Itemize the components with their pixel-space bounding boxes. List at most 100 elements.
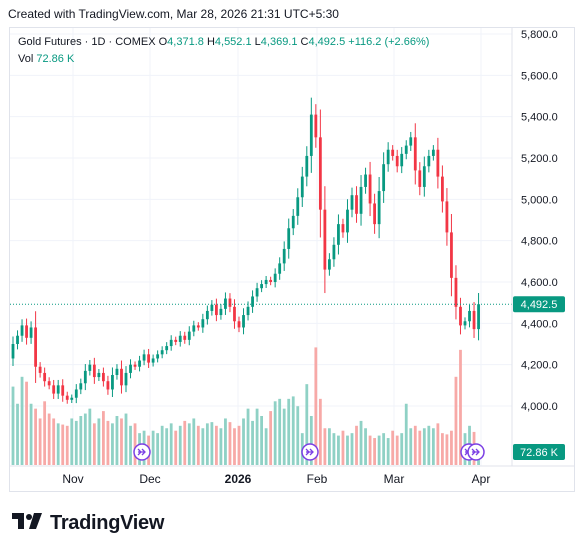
candle-body [450,232,453,278]
x-tick-label: Nov [62,472,83,486]
volume-bar [395,435,399,465]
chart-frame [9,27,575,492]
volume-bar [305,384,309,465]
legend: Gold Futures · 1D · COMEX O4,371.8 H4,55… [18,34,429,68]
y-tick-label: 5,400.0 [521,112,558,124]
candle-body [413,137,417,171]
candle-body [111,375,114,390]
volume-bar [88,408,92,465]
dividend-arrow-icon[interactable] [301,443,319,461]
candle-body [151,358,155,363]
volume-bar [332,433,336,465]
volume-bar [106,420,110,465]
volume-bar [445,434,449,465]
candle-body [52,385,56,394]
tradingview-logo-icon [12,513,44,534]
candle-body [386,149,390,165]
dividend-arrow-icon[interactable] [133,443,151,461]
open-label: O [158,36,168,48]
candle-body [368,174,372,204]
candle-body [56,385,60,394]
candle-body [124,372,128,386]
change-value: +116.2 (+2.66%) [348,36,430,48]
volume-bar [309,416,313,465]
volume-bar [133,423,137,465]
candle-body [142,354,146,361]
candle-body [133,364,137,367]
created-with-caption: Created with TradingView.com, Mar 28, 20… [8,7,339,21]
candle-body [318,137,322,210]
candle-body [278,263,282,274]
candle-body [215,304,218,316]
y-tick-label: 5,800.0 [521,29,558,41]
volume-bar [165,428,169,465]
candle-body [314,114,318,138]
candle-body [70,397,74,400]
candle-body [237,321,241,328]
dividend-arrow-icon[interactable] [467,443,485,461]
grid [10,28,512,466]
volume-bar [79,416,83,465]
candle-body [454,277,458,307]
price-axis[interactable]: 5,800.0 5,600.0 5,400.0 5,200.0 5,000.0 4,800… [10,28,575,467]
symbol-label[interactable]: Gold Futures · 1D · COMEX [18,36,156,48]
candle-body [359,186,363,214]
volume-bar [409,428,413,465]
price-badge-text: 4,492.5 [521,299,558,311]
volume-bar [228,422,232,465]
volume-bar [391,430,395,465]
volume-bar [436,423,440,465]
volume-bar [129,425,132,465]
candle-body [395,155,399,167]
volume-bar [359,420,363,465]
volume-bar [314,347,318,465]
volume-bar [16,403,19,465]
candle-body [242,315,245,328]
candle-body [251,296,254,307]
volume-bar [219,428,223,465]
candle-body [463,321,467,326]
volume-bar [61,424,65,465]
volume-bar [355,425,358,465]
volume-bar [386,438,390,465]
y-tick-label: 5,600.0 [521,70,558,82]
volume-bar [291,396,295,465]
price-chart[interactable]: 5,800.0 5,600.0 5,400.0 5,200.0 5,000.0 4,800… [0,0,582,500]
candle-body [472,310,476,330]
x-tick-label: Feb [307,472,328,486]
candle-body [323,209,327,270]
volume-bar [115,416,119,465]
volume-bar [454,376,458,465]
time-axis[interactable]: Nov Dec 2026 Feb Mar Apr [62,472,490,486]
volume-bar [341,430,345,465]
volume-bar [260,416,263,465]
volume-bar [400,433,404,465]
candle-body [20,325,24,336]
volume-bar [413,425,417,465]
candle-body [219,308,223,316]
high-label: H [206,36,215,48]
candle-body [120,368,123,386]
candle-body [418,170,422,187]
volume-bar [174,430,178,465]
volume-bar [237,425,241,465]
volume-badge [513,444,565,460]
volume-bar [404,403,408,465]
volume-bar [233,428,236,465]
dividend-markers[interactable] [133,443,485,461]
tradingview-brand[interactable]: TradingView [12,512,164,535]
candle-body [445,201,449,233]
candle-body [341,224,345,233]
volume-bar [120,418,123,465]
volume-bar [56,423,60,465]
volume-bar [459,349,462,465]
candle-body [332,244,336,260]
volume-bar [74,420,78,465]
volume-bar [287,398,291,465]
volume-bar [38,418,42,465]
y-tick-label: 4,600.0 [521,277,558,289]
candle-body [43,372,47,382]
volume-label: Vol [18,53,34,65]
candle-body [382,164,386,192]
candle-body [138,360,141,367]
